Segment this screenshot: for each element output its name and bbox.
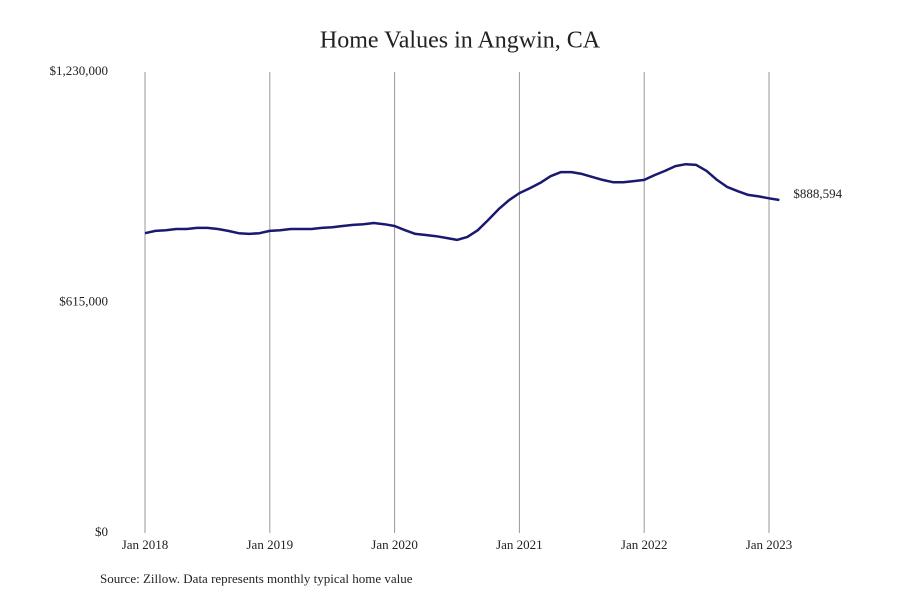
x-tick-label: Jan 2021 (496, 537, 543, 552)
y-tick-label: $1,230,000 (50, 63, 109, 78)
x-tick-label: Jan 2019 (247, 537, 294, 552)
line-series (144, 162, 780, 242)
chart-title: Home Values in Angwin, CA (320, 28, 601, 54)
source-note: Source: Zillow. Data represents monthly … (100, 571, 413, 586)
x-tick-label: Jan 2020 (371, 537, 418, 552)
x-tick-label: Jan 2018 (122, 537, 169, 552)
y-tick-label: $615,000 (59, 293, 108, 308)
x-tick-label: Jan 2022 (621, 537, 668, 552)
data-label: $888,594 (793, 186, 842, 201)
y-tick-label: $0 (95, 524, 108, 539)
x-tick-label: Jan 2023 (746, 537, 793, 552)
